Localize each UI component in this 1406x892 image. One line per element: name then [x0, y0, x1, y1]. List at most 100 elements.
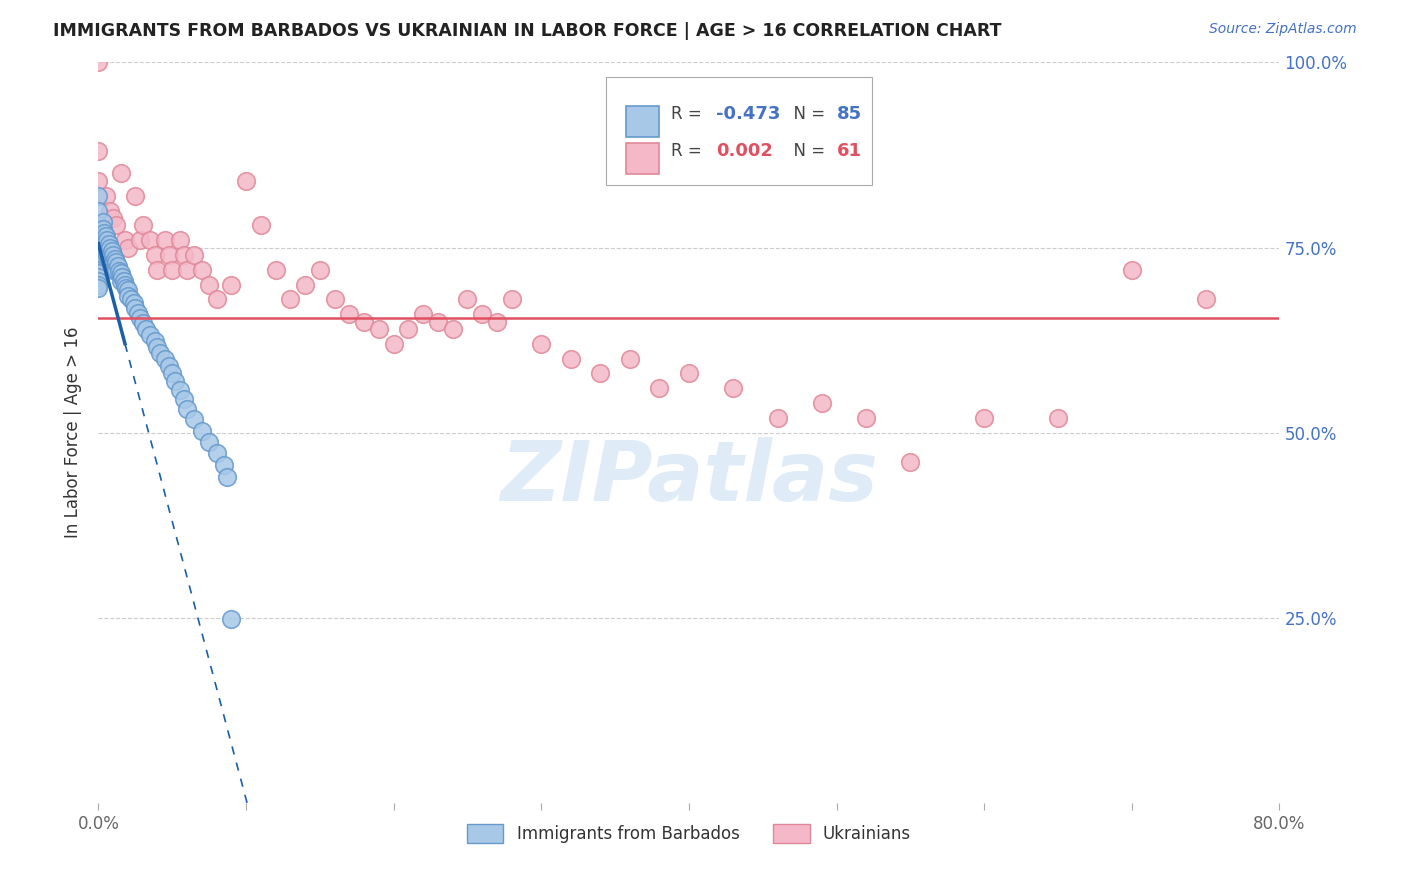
Point — [264, 262, 287, 277]
Point — [427, 314, 450, 328]
Point — [128, 233, 150, 247]
FancyBboxPatch shape — [626, 106, 659, 137]
Point — [110, 274, 132, 288]
Point — [215, 470, 238, 484]
Point — [973, 410, 995, 425]
Point — [412, 307, 434, 321]
Point — [91, 229, 114, 244]
Point — [115, 281, 138, 295]
Point — [93, 240, 115, 255]
Point — [93, 248, 115, 262]
Point — [87, 203, 110, 218]
Point — [382, 336, 405, 351]
Point — [87, 281, 110, 295]
Legend: Immigrants from Barbados, Ukrainians: Immigrants from Barbados, Ukrainians — [460, 817, 918, 850]
Point — [104, 259, 127, 273]
Point — [619, 351, 641, 366]
Point — [91, 236, 114, 251]
Point — [97, 252, 120, 266]
Point — [250, 219, 273, 233]
Point — [176, 401, 198, 416]
Point — [501, 293, 523, 307]
Point — [117, 284, 139, 298]
Point — [98, 203, 121, 218]
Point — [105, 262, 128, 277]
Y-axis label: In Labor Force | Age > 16: In Labor Force | Age > 16 — [65, 326, 83, 539]
Point — [91, 222, 114, 236]
Point — [114, 277, 136, 292]
Text: 61: 61 — [837, 142, 862, 160]
Point — [117, 240, 139, 255]
Point — [471, 307, 494, 321]
Point — [176, 262, 198, 277]
Point — [120, 293, 142, 307]
Point — [221, 277, 243, 292]
Point — [87, 274, 110, 288]
Point — [87, 233, 110, 247]
Point — [146, 340, 169, 354]
Point — [146, 262, 169, 277]
Point — [143, 248, 166, 262]
Point — [87, 219, 110, 233]
Point — [91, 244, 114, 259]
Point — [94, 229, 117, 244]
Point — [810, 396, 832, 410]
Point — [368, 322, 391, 336]
Point — [191, 262, 214, 277]
Point — [87, 270, 110, 285]
Point — [212, 458, 235, 473]
Point — [648, 381, 671, 395]
Point — [162, 367, 183, 381]
Point — [87, 267, 110, 281]
Point — [205, 293, 228, 307]
Text: N =: N = — [783, 142, 831, 160]
Point — [103, 262, 125, 277]
Point — [103, 248, 125, 262]
Point — [1195, 293, 1218, 307]
Point — [100, 252, 122, 266]
Point — [97, 244, 120, 259]
Point — [98, 248, 121, 262]
Point — [105, 219, 128, 233]
Point — [280, 293, 302, 307]
Point — [128, 310, 150, 325]
Point — [153, 351, 176, 366]
Point — [110, 166, 132, 180]
Point — [124, 301, 146, 316]
Point — [107, 259, 129, 273]
Point — [117, 288, 139, 302]
Point — [94, 236, 117, 251]
Point — [183, 248, 205, 262]
Point — [87, 252, 110, 266]
Point — [323, 293, 346, 307]
Point — [678, 367, 700, 381]
Point — [87, 145, 110, 159]
Point — [122, 296, 145, 310]
Point — [205, 446, 228, 460]
Point — [87, 244, 110, 259]
Point — [87, 188, 110, 202]
Point — [398, 322, 420, 336]
FancyBboxPatch shape — [626, 143, 659, 174]
Point — [855, 410, 877, 425]
Point — [589, 367, 612, 381]
Text: R =: R = — [671, 142, 707, 160]
Point — [105, 255, 128, 269]
Point — [198, 277, 221, 292]
Point — [87, 222, 110, 236]
Point — [143, 334, 166, 348]
Text: N =: N = — [783, 104, 831, 122]
Point — [132, 316, 155, 330]
Point — [309, 262, 332, 277]
Point — [87, 259, 110, 273]
Point — [87, 236, 110, 251]
Point — [198, 434, 221, 449]
Text: 0.002: 0.002 — [716, 142, 773, 160]
Point — [149, 345, 172, 359]
Point — [165, 374, 187, 388]
Point — [87, 174, 110, 188]
Point — [169, 383, 191, 397]
Point — [183, 412, 205, 426]
Point — [139, 233, 162, 247]
Point — [98, 255, 121, 269]
